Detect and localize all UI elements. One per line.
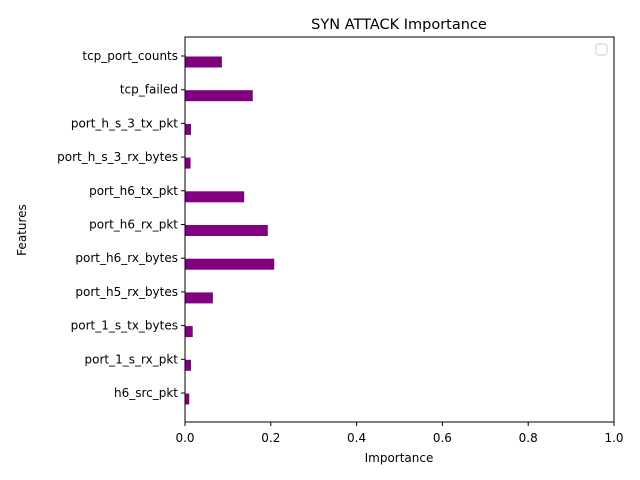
x-tick-label: 0.2 [261, 431, 280, 445]
y-tick-label: h6_src_pkt [114, 386, 178, 400]
bars-group [185, 56, 275, 405]
x-tick-label: 0.4 [347, 431, 366, 445]
x-axis-label: Importance [365, 451, 434, 465]
y-axis-label: Features [15, 204, 29, 256]
y-tick-label: port_h5_rx_bytes [75, 285, 178, 299]
bar-tcp-failed [185, 90, 253, 102]
y-tick-label: tcp_failed [120, 83, 178, 97]
legend-box [595, 43, 608, 56]
y-tick-label: port_h6_rx_bytes [75, 251, 178, 265]
y-tick-label: port_h_s_3_tx_pkt [71, 116, 178, 130]
plot-frame [184, 36, 615, 423]
y-tick-label: port_h6_tx_pkt [89, 184, 178, 198]
x-tick-label: 0.8 [519, 431, 538, 445]
bar-port-h6-tx-pkt [185, 191, 245, 203]
bar-port-h6-rx-bytes [185, 258, 275, 270]
y-axis: h6_src_pkt port_1_s_rx_pkt port_1_s_tx_byt… [57, 49, 185, 400]
x-tick-label: 0.0 [175, 431, 194, 445]
bar-port-h5-rx-bytes [185, 292, 213, 304]
bar-port-1-s-tx-bytes [185, 326, 193, 338]
bar-port-h-s-3-tx-pkt [185, 123, 192, 135]
bar-port-h-s-3-rx-bytes [185, 157, 191, 169]
chart-title: SYN ATTACK Importance [311, 17, 487, 33]
bar-port-1-s-rx-pkt [185, 359, 192, 371]
y-tick-label: port_h6_rx_pkt [89, 218, 178, 232]
y-tick-label: tcp_port_counts [82, 49, 178, 63]
x-tick-label: 1.0 [604, 431, 623, 445]
x-axis: 0.0 0.2 0.4 0.6 0.8 1.0 [175, 422, 624, 445]
x-tick-label: 0.6 [433, 431, 452, 445]
y-tick-label: port_1_s_rx_pkt [85, 352, 179, 366]
bar-tcp-port-counts [185, 56, 222, 68]
y-tick-label: port_h_s_3_rx_bytes [57, 150, 178, 164]
y-tick-label: port_1_s_tx_bytes [71, 319, 178, 333]
bar-h6-src-pkt [185, 393, 190, 405]
bar-port-h6-rx-pkt [185, 225, 268, 236]
